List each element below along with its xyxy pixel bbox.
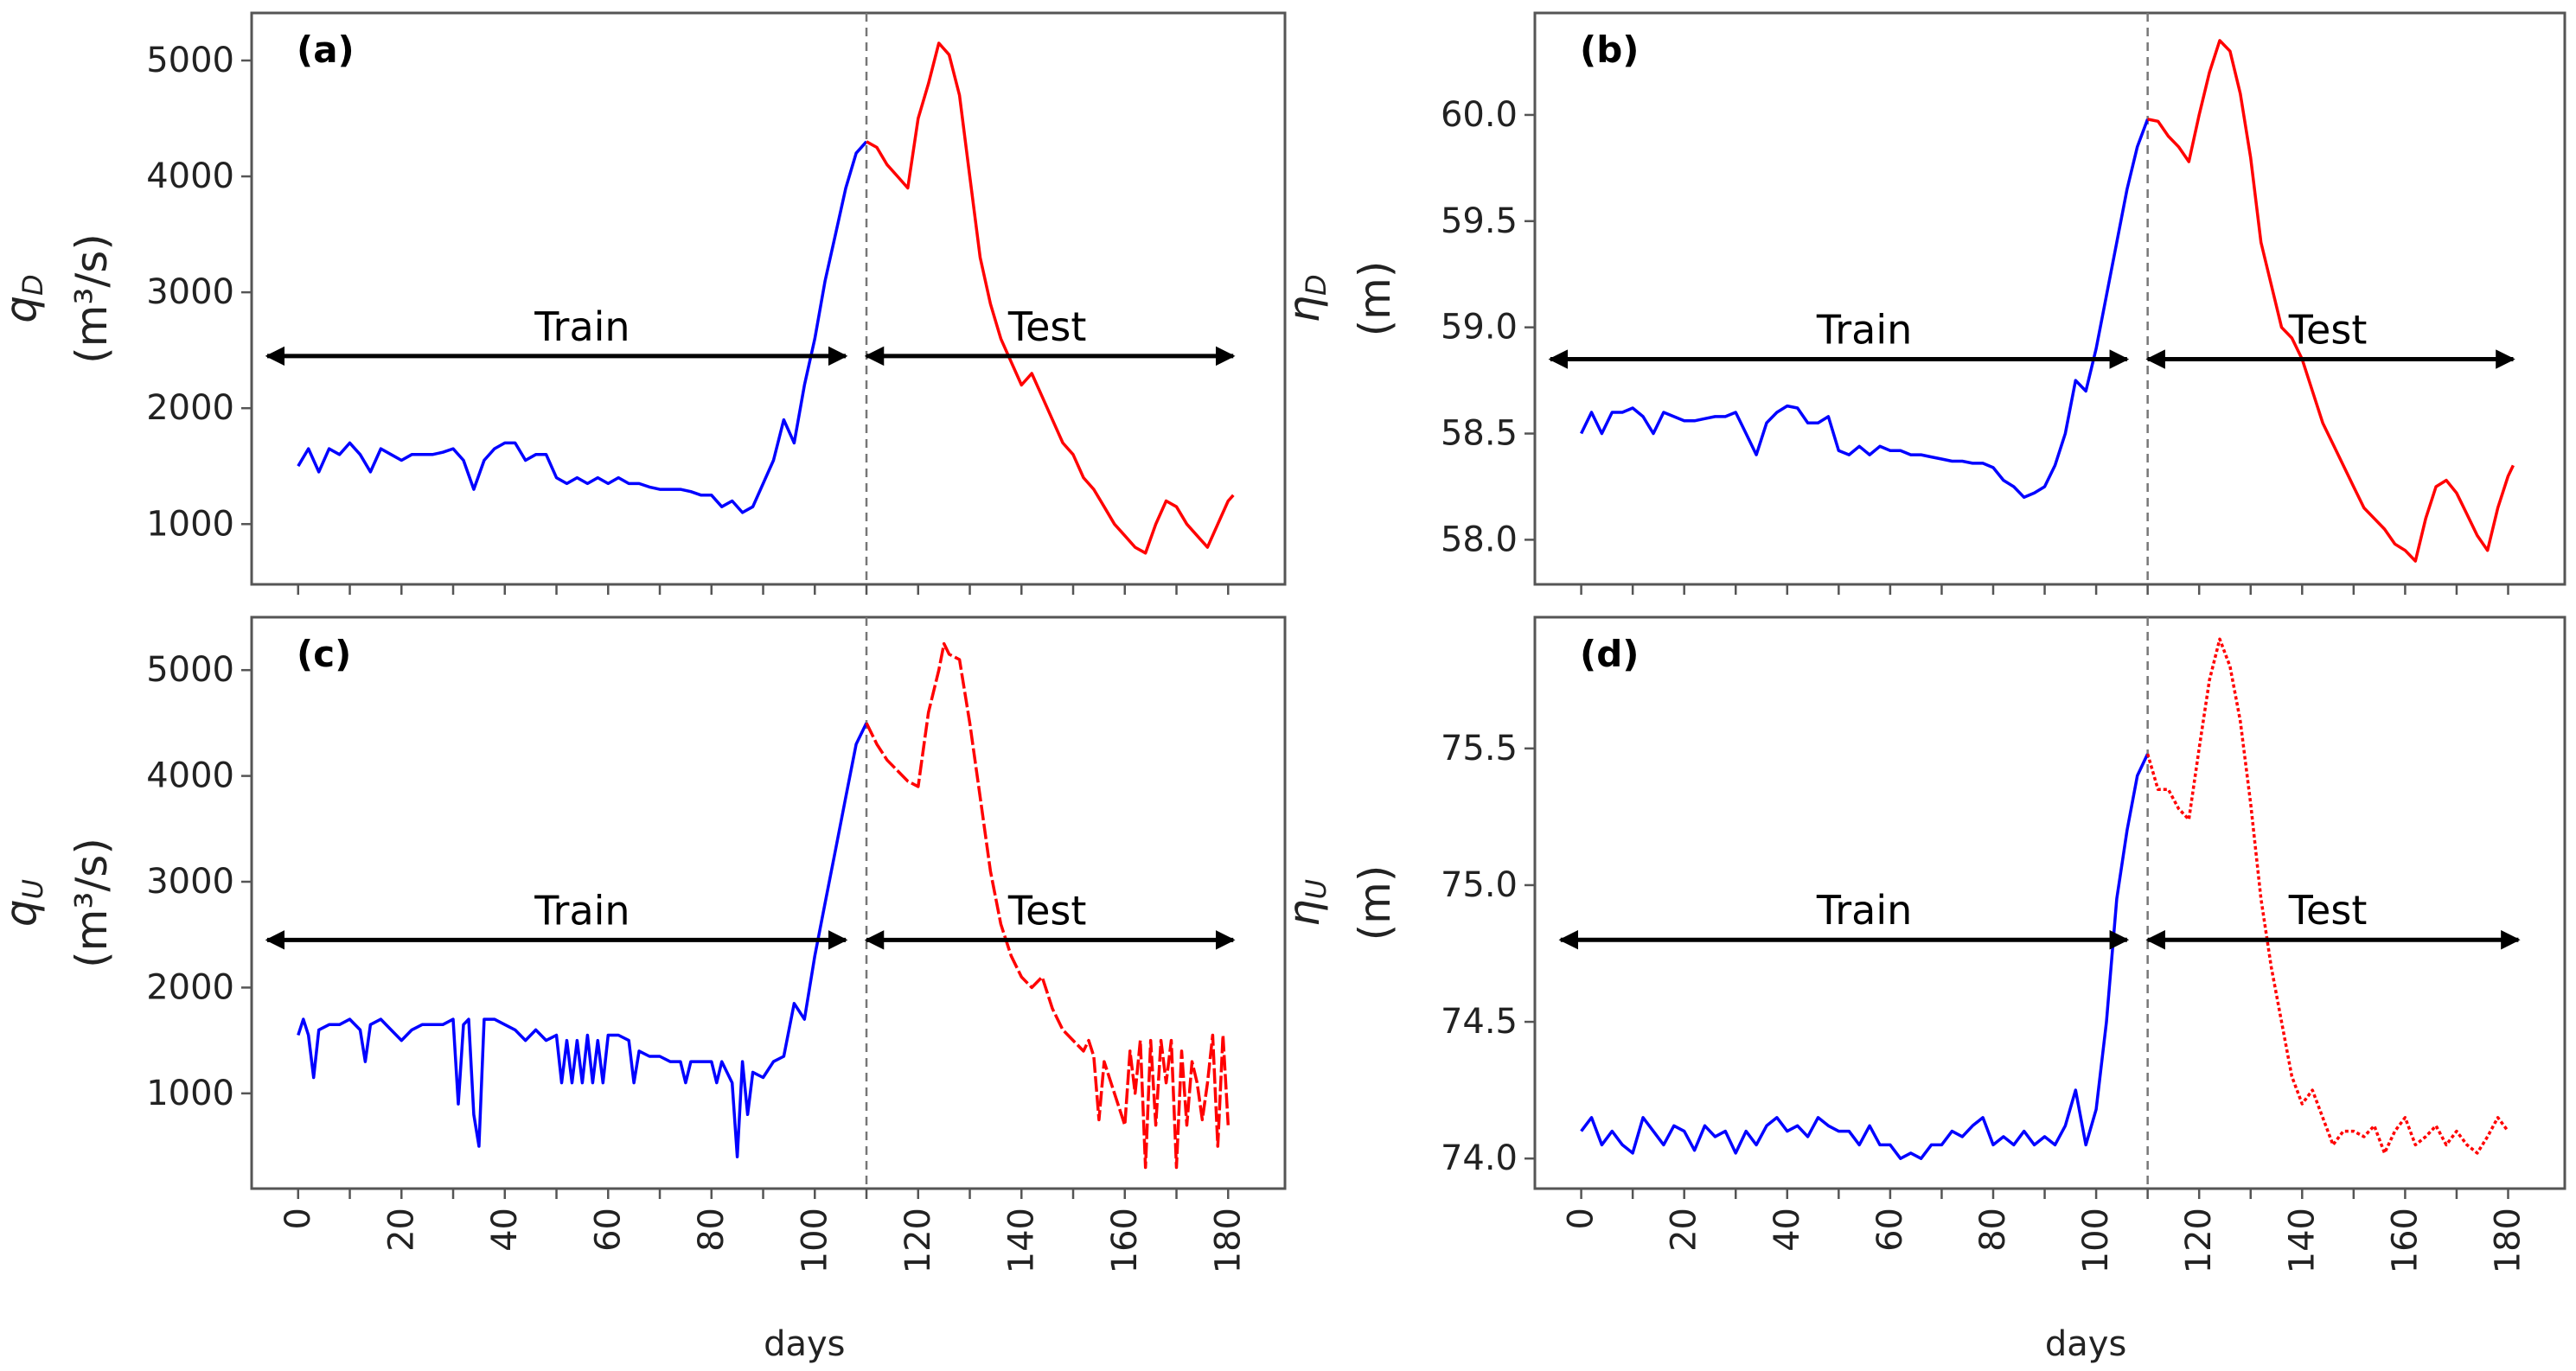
- x-tick-label: 140: [2282, 1208, 2322, 1273]
- y-axis-symbol: q: [0, 899, 46, 927]
- y-tick-label: 2000: [146, 388, 234, 428]
- x-axis-label: days: [764, 1324, 845, 1364]
- x-tick-label: 80: [1973, 1208, 2013, 1252]
- panel-label: (a): [297, 29, 355, 71]
- x-axis-label: days: [2045, 1324, 2126, 1364]
- y-tick-label: 2000: [146, 967, 234, 1007]
- panel-b: 58.0 58.5 59.0 59.5 60.0 ηD (m) Train Test (b): [1279, 11, 2566, 595]
- x-tick-label: 160: [2385, 1208, 2425, 1273]
- test-label: Test: [2288, 887, 2368, 934]
- plot-frame: [250, 11, 1287, 586]
- panel-label: (b): [1580, 29, 1639, 71]
- y-tick-label: 1000: [146, 1074, 234, 1113]
- y-tick-label: 75.5: [1441, 729, 1518, 768]
- panel-label: (c): [297, 633, 351, 675]
- panel-a: 1000 2000 3000 4000 5000 qD (m³/s) Train Test (a): [0, 11, 1287, 595]
- y-tick-label: 58.5: [1441, 414, 1518, 454]
- y-axis-subscript: D: [1300, 274, 1333, 296]
- y-axis-subscript: U: [16, 879, 49, 899]
- test-label: Test: [1007, 887, 1087, 934]
- y-axis-label: ηU: [1279, 879, 1333, 927]
- x-tick-label: 140: [1001, 1208, 1041, 1273]
- x-tick-label: 40: [1767, 1208, 1807, 1252]
- y-tick-label: 58.0: [1441, 520, 1518, 559]
- x-tick-label: 60: [588, 1208, 628, 1252]
- x-tick-label: 120: [2179, 1208, 2219, 1273]
- test-label: Test: [1007, 303, 1087, 350]
- y-tick-label: 74.5: [1441, 1002, 1518, 1042]
- y-axis-unit: (m): [1350, 261, 1400, 337]
- y-axis-unit: (m): [1350, 865, 1400, 941]
- train-label: Train: [534, 887, 630, 934]
- x-tick-label: 100: [2076, 1208, 2116, 1273]
- train-series-line: [1580, 753, 2150, 1160]
- train-label: Train: [534, 303, 630, 350]
- y-axis-subscript: U: [1300, 879, 1333, 899]
- test-series-line: [2145, 637, 2509, 1155]
- y-tick-label: 1000: [146, 504, 234, 544]
- x-tick-label: 120: [898, 1208, 938, 1273]
- test-series-line: [866, 41, 1235, 555]
- y-tick-label: 59.0: [1441, 308, 1518, 348]
- plot-frame: [1533, 615, 2566, 1190]
- x-tick-label: 180: [1208, 1208, 1248, 1273]
- test-label: Test: [2288, 307, 2368, 354]
- x-tick-label: 40: [485, 1208, 525, 1252]
- x-tick-label: 0: [278, 1208, 318, 1229]
- y-tick-label: 5000: [146, 650, 234, 690]
- y-tick-label: 5000: [146, 41, 234, 80]
- y-tick-label: 59.5: [1441, 201, 1518, 241]
- y-tick-label: 74.0: [1441, 1138, 1518, 1178]
- train-series-line: [297, 722, 868, 1159]
- y-axis-symbol: q: [0, 296, 46, 323]
- panel-d: 0 20 40 60 80 100 120 140 160 180 days 74.0 74.5 75.0…: [1279, 615, 2566, 1364]
- y-axis-unit: (m³/s): [67, 838, 117, 968]
- y-axis-label: ηD: [1279, 274, 1333, 322]
- x-tick-label: 160: [1105, 1208, 1145, 1273]
- y-axis-symbol: η: [1279, 899, 1329, 927]
- y-tick-label: 4000: [146, 756, 234, 796]
- train-series-line: [297, 140, 868, 514]
- x-tick-label: 0: [1562, 1208, 1601, 1229]
- plot-frame: [250, 615, 1287, 1190]
- x-tick-label: 20: [1665, 1208, 1704, 1252]
- test-series-line: [2147, 39, 2515, 563]
- y-axis-subscript: D: [16, 274, 49, 296]
- y-tick-label: 3000: [146, 272, 234, 312]
- y-tick-label: 60.0: [1441, 95, 1518, 135]
- train-label: Train: [1816, 887, 1912, 934]
- y-tick-label: 4000: [146, 156, 234, 196]
- train-series-line: [1580, 118, 2150, 500]
- x-tick-label: 60: [1870, 1208, 1910, 1252]
- y-axis-label: qD: [0, 274, 49, 322]
- x-tick-label: 80: [692, 1208, 732, 1252]
- y-tick-label: 75.0: [1441, 865, 1518, 905]
- y-axis-unit: (m³/s): [67, 233, 117, 364]
- panel-label: (d): [1580, 633, 1639, 675]
- x-tick-label: 180: [2488, 1208, 2528, 1273]
- x-tick-label: 100: [795, 1208, 834, 1273]
- y-axis-symbol: η: [1279, 296, 1329, 323]
- y-tick-label: 3000: [146, 862, 234, 902]
- plot-frame: [1533, 11, 2566, 586]
- y-axis-label: qU: [0, 879, 49, 927]
- x-tick-label: 20: [381, 1208, 421, 1252]
- train-label: Train: [1816, 307, 1912, 354]
- test-series-line: [865, 641, 1230, 1170]
- panel-c: 0 20 40 60 80 100 120 140 160 180 days 1000 2000 3000…: [0, 615, 1287, 1364]
